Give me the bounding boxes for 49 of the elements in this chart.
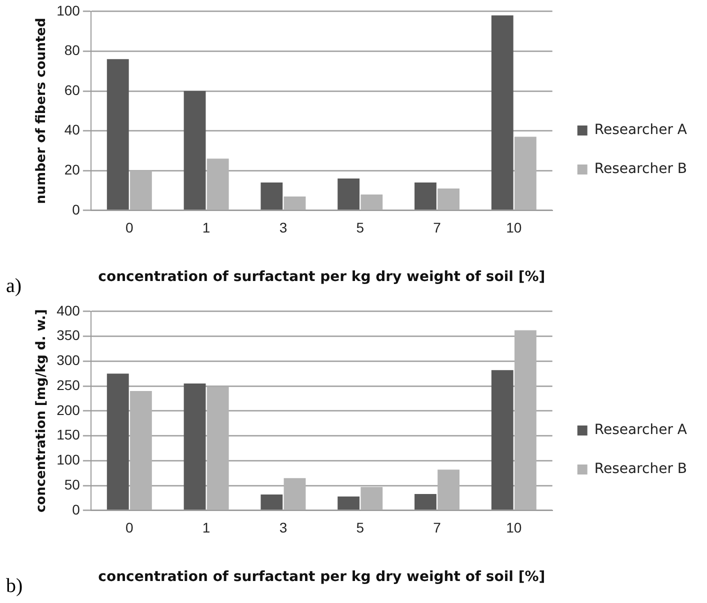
text: a) <box>6 275 22 298</box>
y-tick-label: 80 <box>64 42 80 58</box>
x-tick-label: 0 <box>126 220 134 236</box>
bar <box>338 496 360 510</box>
x-tick-label: 10 <box>506 220 522 236</box>
bar <box>260 182 283 210</box>
x-tick-label: 3 <box>279 520 288 536</box>
x-tick-label: 0 <box>126 520 134 536</box>
legend-label: Researcher A <box>594 422 688 438</box>
x-tick-label: 7 <box>433 220 442 236</box>
bar <box>338 178 360 210</box>
y-tick-label: 40 <box>64 122 80 138</box>
y-axis-title: number of fibers counted <box>34 18 50 204</box>
bar <box>106 59 129 210</box>
x-tick-label: 7 <box>433 520 442 536</box>
bar <box>491 15 514 210</box>
y-tick-label: 250 <box>56 376 80 393</box>
bar <box>260 494 283 510</box>
y-tick-label: 60 <box>64 82 80 98</box>
bar <box>491 370 514 510</box>
y-tick-label: 150 <box>56 426 80 443</box>
x-tick-label: 1 <box>202 220 210 236</box>
x-tick-label: 5 <box>356 520 364 536</box>
y-tick-label: 50 <box>64 476 80 492</box>
y-tick-label: 0 <box>72 201 80 218</box>
y-tick-label: 0 <box>72 501 80 518</box>
bar <box>184 91 206 210</box>
bar <box>414 182 436 210</box>
bar <box>414 494 436 510</box>
bar <box>184 384 206 510</box>
y-axis-title: concentration [mg/kg d. w.] <box>34 309 50 513</box>
y-tick-label: 100 <box>56 452 80 468</box>
y-tick-label: 300 <box>56 352 80 368</box>
x-tick-label: 3 <box>279 220 288 236</box>
x-tick-label: 1 <box>202 520 210 536</box>
y-tick-label: 400 <box>56 302 80 318</box>
y-tick-label: 100 <box>56 2 80 18</box>
legend-label: Researcher B <box>594 161 687 178</box>
x-axis-title: concentration of surfactant per kg dry weight of soil [%] <box>98 569 546 586</box>
x-axis-title: concentration of surfactant per kg dry weight of soil [%] <box>98 269 546 286</box>
y-tick-label: 200 <box>56 402 80 418</box>
x-tick-label: 10 <box>506 520 522 536</box>
y-tick-label: 350 <box>56 327 80 344</box>
legend-label: Researcher B <box>594 461 687 478</box>
legend-label: Researcher A <box>594 122 688 138</box>
bar <box>106 374 129 510</box>
x-tick-label: 5 <box>356 220 364 236</box>
text: b) <box>6 575 23 598</box>
y-tick-label: 20 <box>64 161 80 178</box>
